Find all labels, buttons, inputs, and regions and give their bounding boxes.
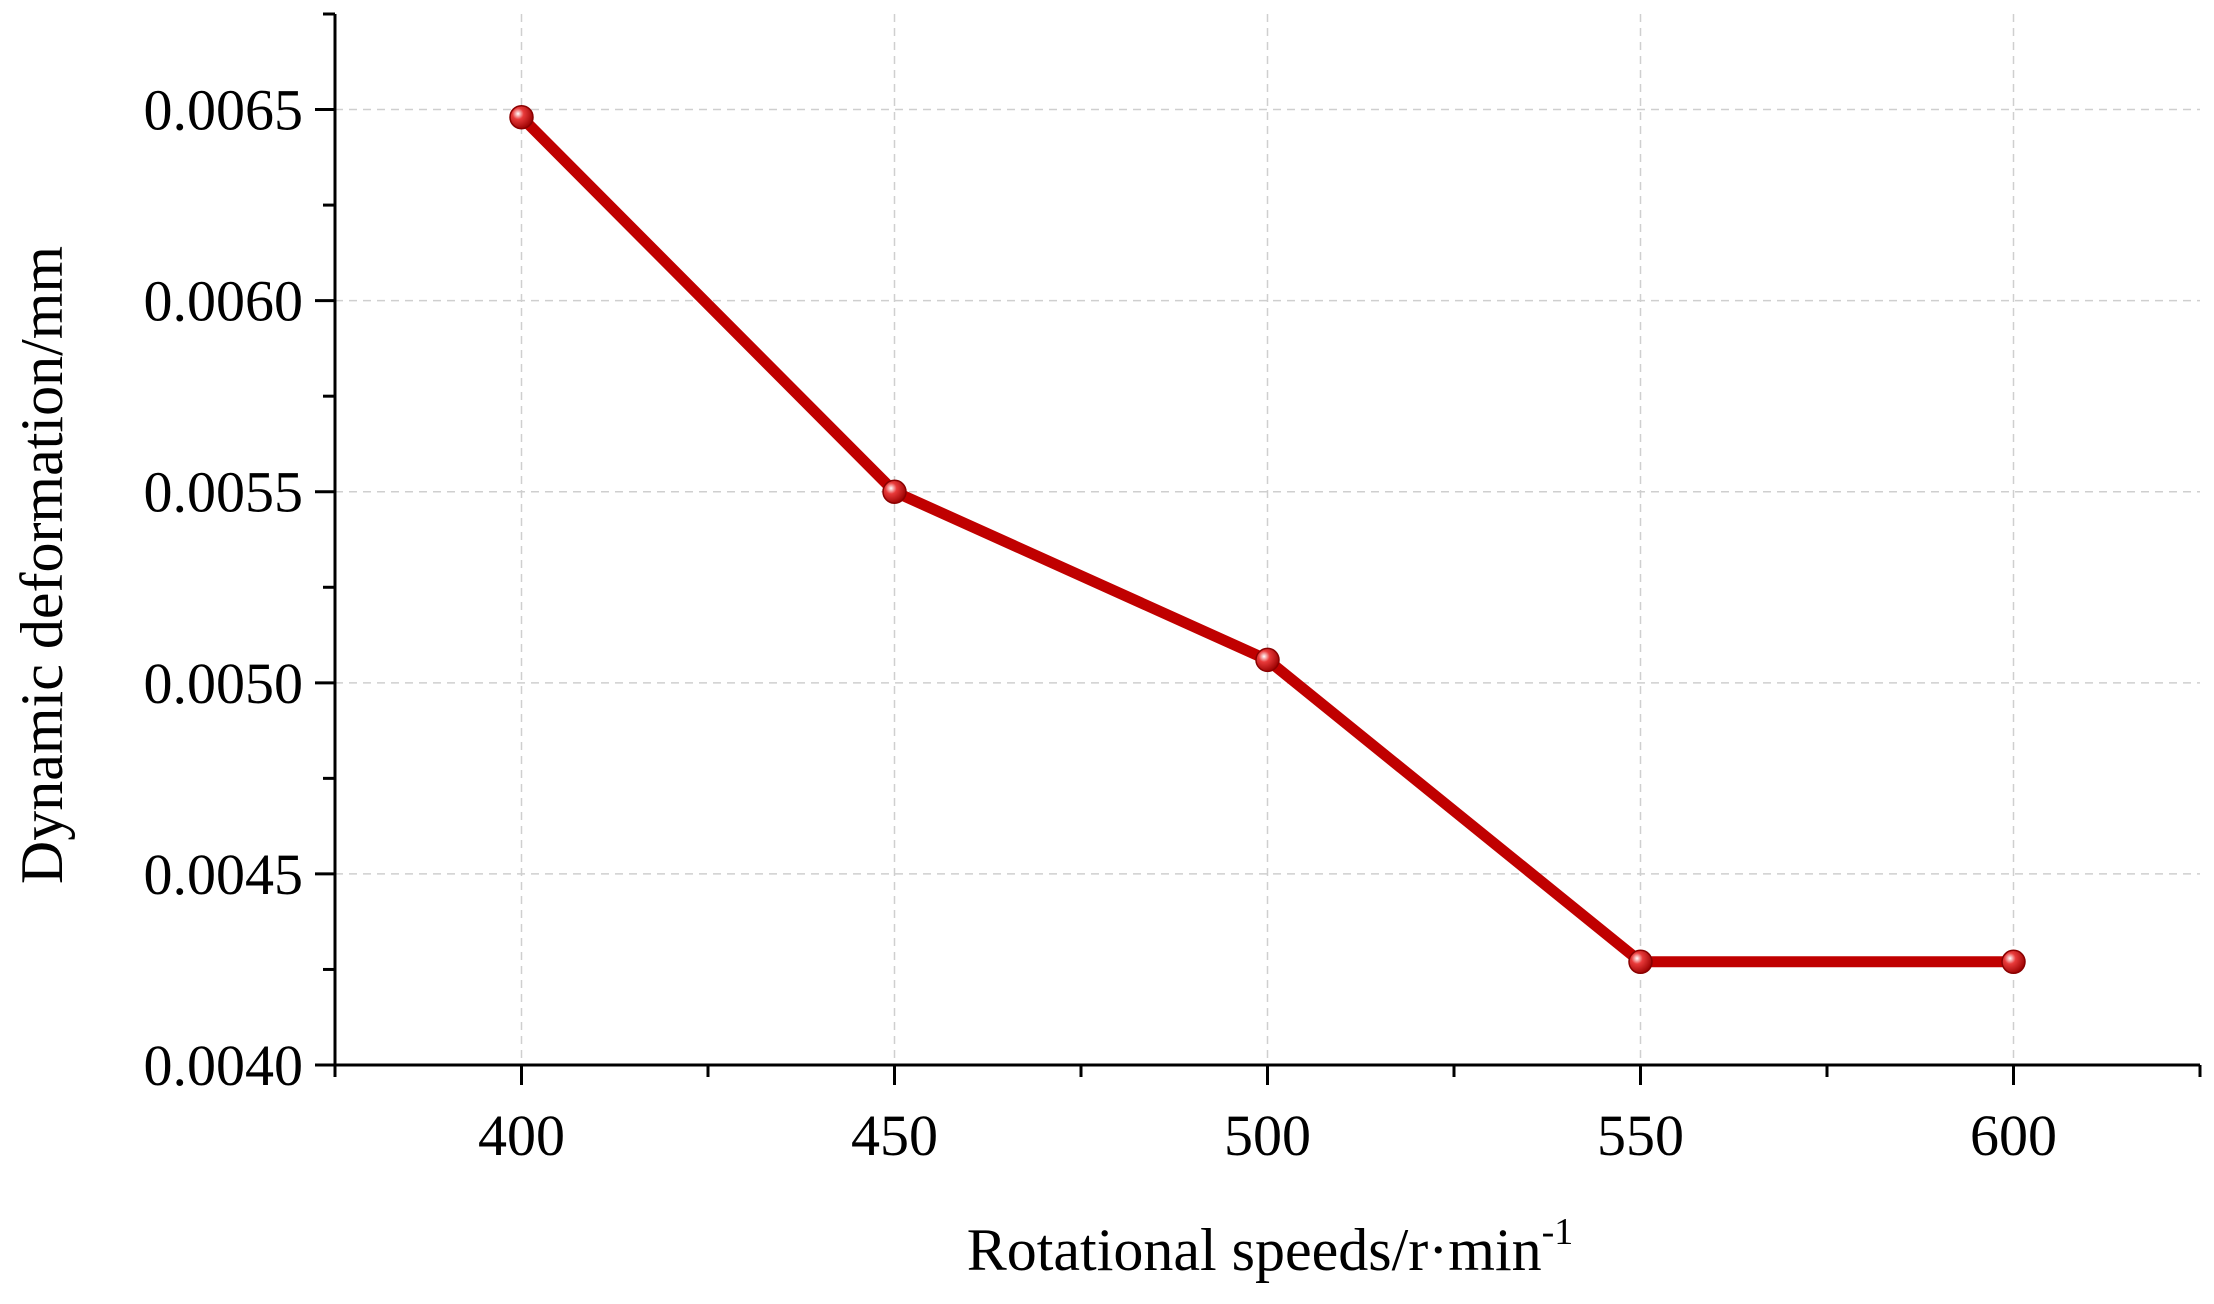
data-point-600 (2001, 949, 2026, 975)
data-point-500 (1255, 647, 1280, 673)
x-axis-title: Rotational speeds/r·min-1 (967, 1211, 1574, 1283)
grid (335, 14, 2200, 1066)
x-tick-label: 500 (1224, 1103, 1311, 1168)
y-axis-title: Dynamic deformation/mm (9, 246, 75, 884)
x-tick-label: 600 (1970, 1103, 2057, 1168)
y-tick-label: 0.0050 (144, 651, 304, 716)
data-point-400 (509, 104, 534, 130)
markers (509, 104, 2026, 975)
y-tick-label: 0.0040 (144, 1033, 304, 1098)
data-point-550 (1628, 949, 1653, 975)
y-tick-label: 0.0060 (144, 269, 304, 334)
x-tick-label: 450 (851, 1103, 938, 1168)
y-tick-label: 0.0055 (144, 460, 304, 525)
x-axis-title-text: Rotational speeds/r·min (967, 1217, 1542, 1283)
x-tick-label: 550 (1597, 1103, 1684, 1168)
tick-labels: 400 450 500 550 600 0.0040 0.0045 0.0050 0.0055 0… (144, 78, 2058, 1168)
x-axis-title-superscript: -1 (1542, 1211, 1574, 1253)
y-tick-label: 0.0065 (144, 78, 304, 143)
ticks (315, 12, 2202, 1085)
x-tick-label: 400 (478, 1103, 565, 1168)
data-point-450 (882, 479, 907, 504)
y-tick-label: 0.0045 (144, 842, 304, 907)
